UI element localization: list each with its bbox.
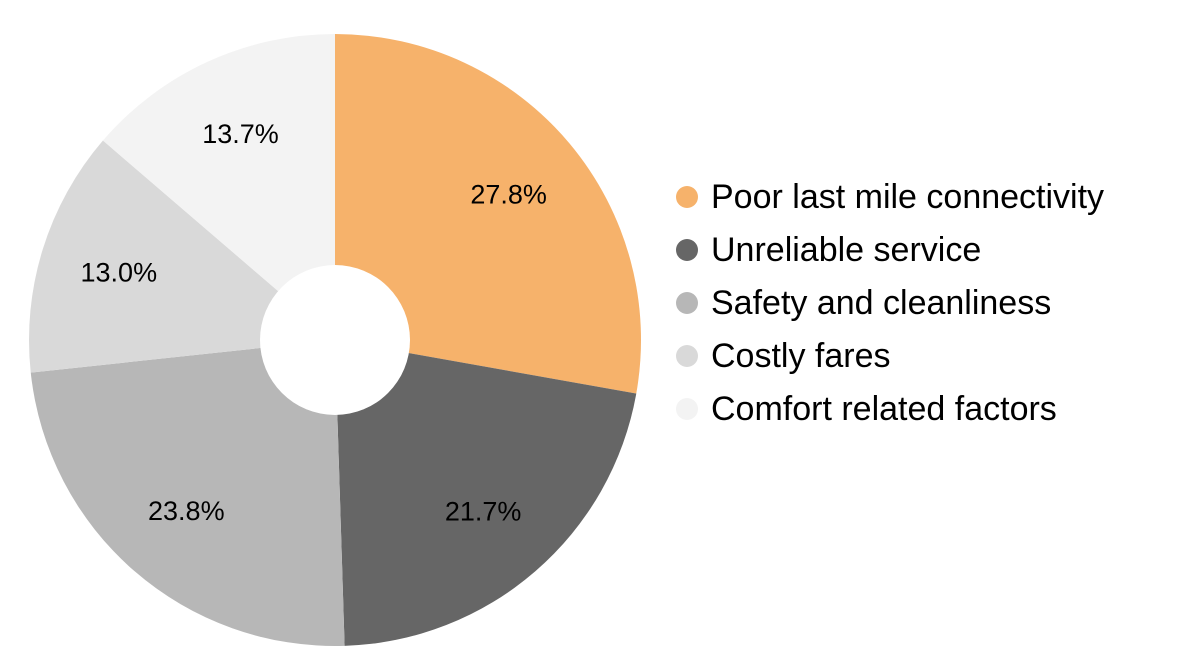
legend-item-label: Comfort related factors (711, 389, 1057, 428)
legend-item-2: Unreliable service (676, 223, 1104, 276)
pie-slice-5 (102, 34, 335, 340)
legend-color-swatch-icon (676, 185, 698, 208)
pie-slice-3 (30, 340, 345, 647)
legend-item-4: Costly fares (676, 329, 1104, 382)
legend-item-3: Safety and cleanliness (676, 276, 1104, 329)
donut-chart: 27.8% 21.7% 23.8% 13.0% 13.7% (28, 34, 642, 647)
legend-item-label: Costly fares (711, 336, 891, 375)
pie-slice-label-1: 27.8% (470, 180, 547, 210)
pie-slice-4 (28, 140, 335, 373)
pie-slice-2 (335, 340, 637, 646)
legend-item-5: Comfort related factors (676, 382, 1104, 435)
legend-color-swatch-icon (676, 238, 698, 261)
donut-hole (260, 265, 410, 415)
legend-color-swatch-icon (676, 291, 698, 314)
legend-item-label: Safety and cleanliness (711, 283, 1052, 322)
legend-item-1: Poor last mile connectivity (676, 170, 1104, 223)
pie-slice-label-3: 23.8% (148, 496, 225, 526)
legend-item-label: Poor last mile connectivity (711, 177, 1105, 216)
legend-color-swatch-icon (676, 397, 698, 420)
pie-slice-label-2: 21.7% (445, 496, 522, 526)
chart-legend: Poor last mile connectivity Unreliable se… (676, 170, 1104, 435)
pie-slice-1 (335, 34, 642, 394)
legend-color-swatch-icon (676, 344, 698, 367)
pie-slice-label-5: 13.7% (202, 119, 279, 149)
pie-slice-label-4: 13.0% (81, 258, 158, 288)
legend-item-label: Unreliable service (711, 230, 982, 269)
